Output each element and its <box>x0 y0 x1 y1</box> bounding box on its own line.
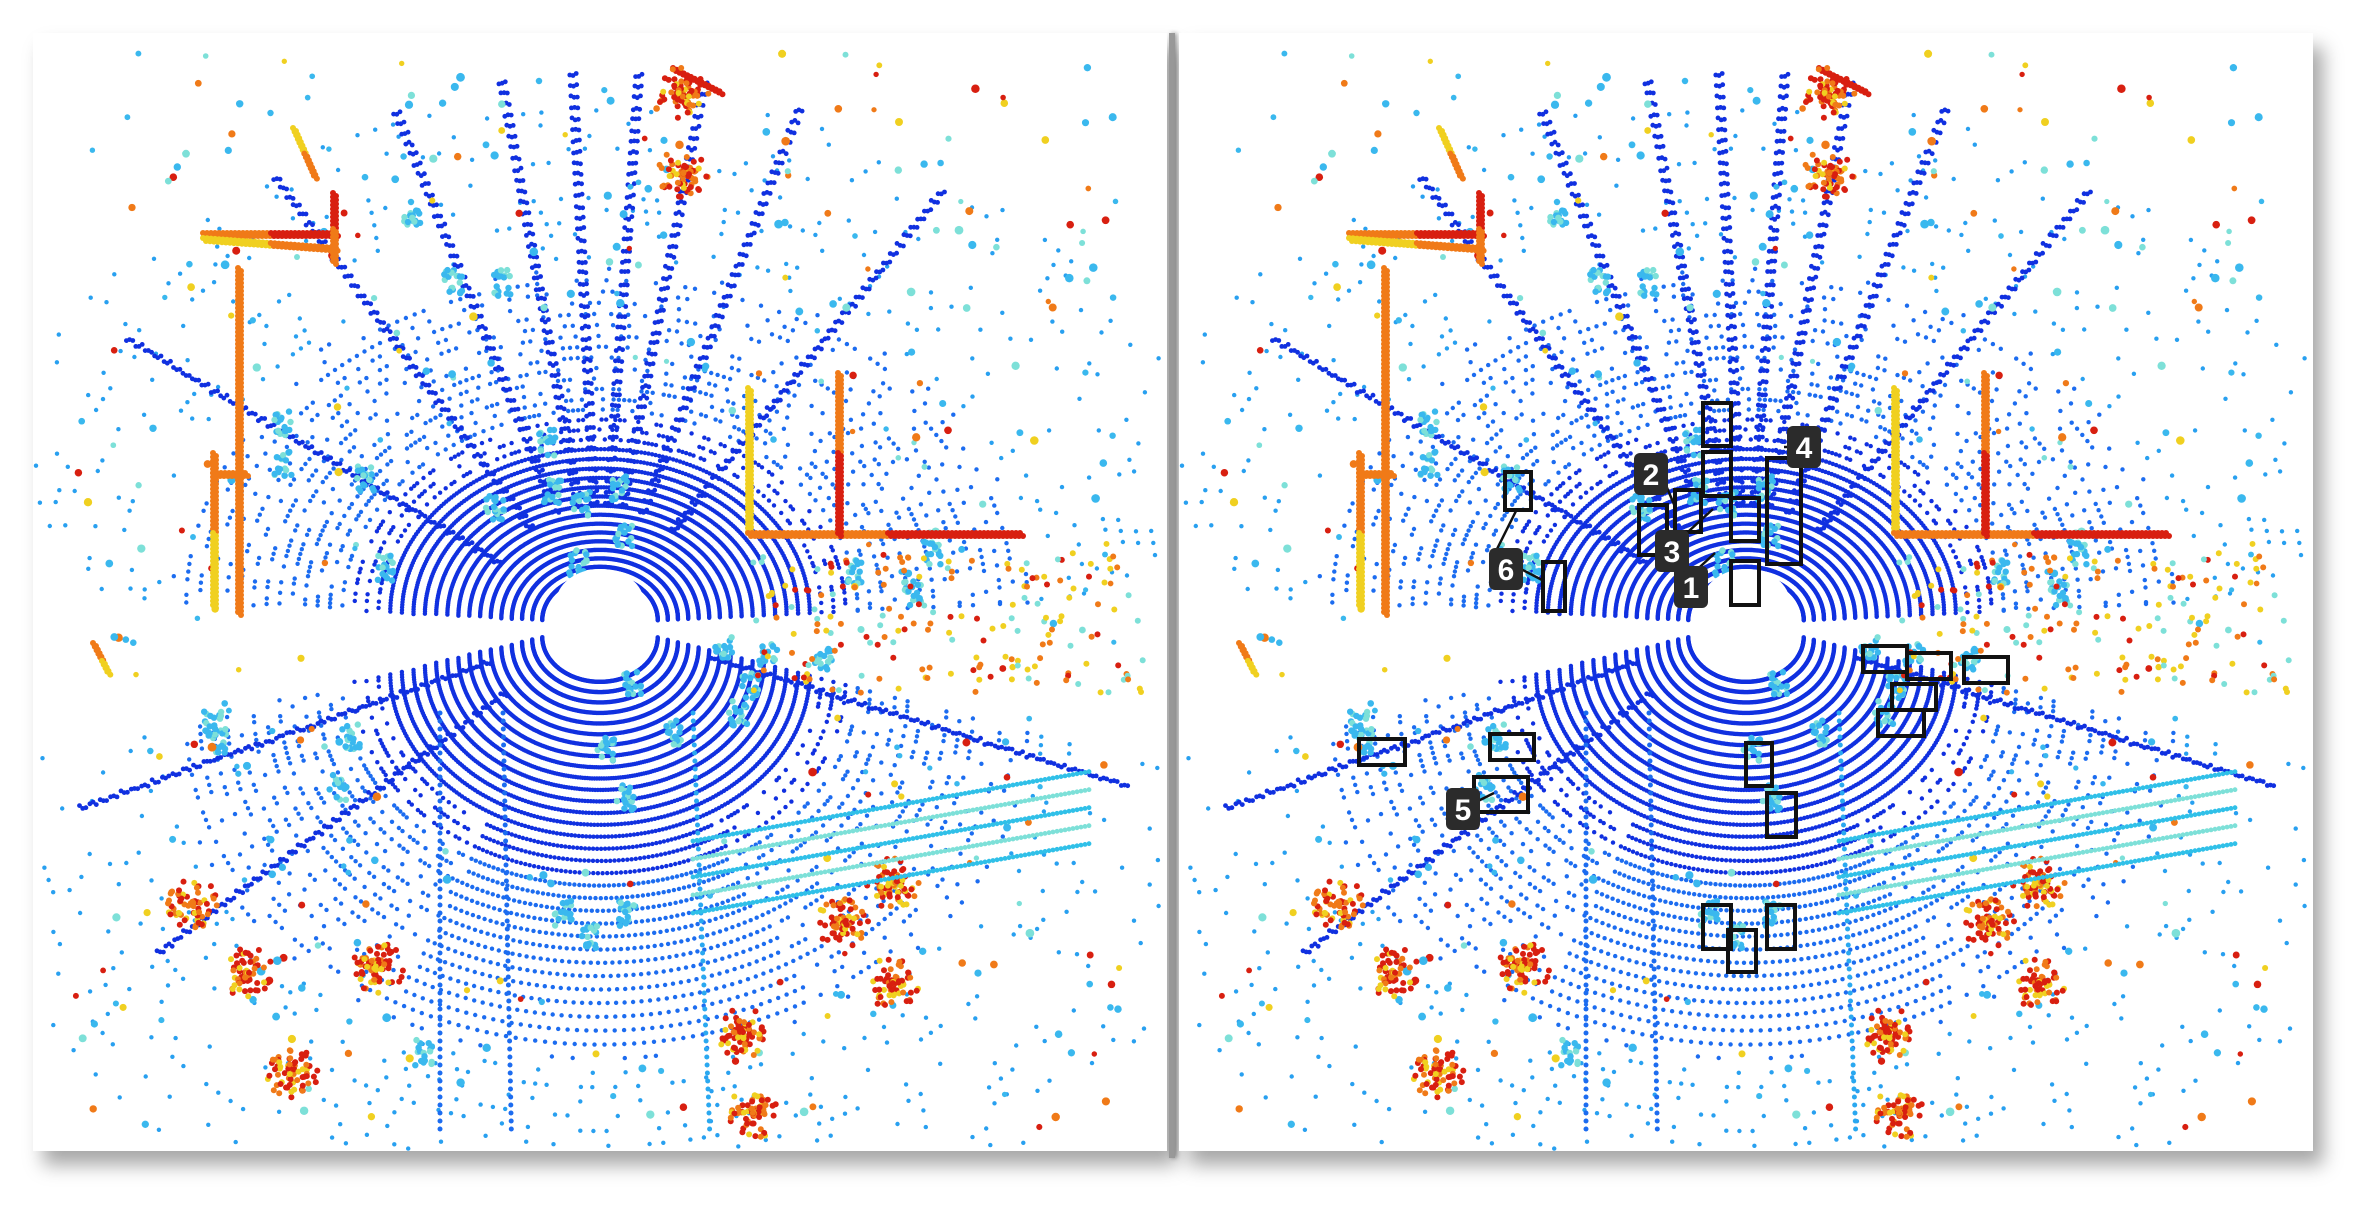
detection-box <box>1541 560 1567 613</box>
detection-box <box>1765 903 1797 951</box>
detection-box <box>1729 559 1761 607</box>
label-badge-3: 3 <box>1655 530 1689 572</box>
detection-box <box>1701 401 1733 448</box>
panel-divider <box>1169 33 1175 1158</box>
label-2: 2 <box>1643 459 1660 492</box>
label-3: 3 <box>1664 536 1681 569</box>
label-4: 4 <box>1796 432 1813 465</box>
detection-box <box>1673 488 1703 534</box>
detection-box <box>1503 470 1533 512</box>
detection-box <box>1765 456 1803 566</box>
point-cloud-layer <box>1179 49 2307 1151</box>
point-cloud-right: 1 2 3 4 5 <box>1179 49 2307 1151</box>
label-badge-1: 1 <box>1674 566 1708 608</box>
label-badge-5: 5 <box>1446 788 1480 830</box>
label-badge-6: 6 <box>1489 548 1523 590</box>
lidar-panel-left <box>33 33 1167 1151</box>
detection-box <box>1905 651 1953 681</box>
point-cloud-layer <box>33 49 1161 1151</box>
detection-box <box>1357 737 1407 767</box>
leader-line <box>1688 508 1714 532</box>
detection-box <box>1726 928 1758 974</box>
label-1: 1 <box>1683 572 1700 605</box>
detection-box <box>1729 496 1761 543</box>
label-5: 5 <box>1455 794 1472 827</box>
point-cloud-left <box>33 49 1161 1151</box>
annotation-layer: 1 2 3 4 5 <box>1357 401 2010 974</box>
detection-box <box>1962 655 2010 685</box>
detection-box <box>1488 732 1536 762</box>
lidar-panel-right: 1 2 3 4 5 <box>1179 33 2313 1151</box>
detection-box <box>1744 741 1774 788</box>
detection-box <box>1701 903 1733 951</box>
detection-box <box>1701 450 1733 498</box>
label-badge-4: 4 <box>1787 426 1821 468</box>
detection-box <box>1765 791 1798 839</box>
detection-box <box>1876 708 1926 738</box>
label-badge-2: 2 <box>1634 453 1668 495</box>
leader-line <box>1492 508 1519 556</box>
label-6: 6 <box>1498 554 1515 587</box>
